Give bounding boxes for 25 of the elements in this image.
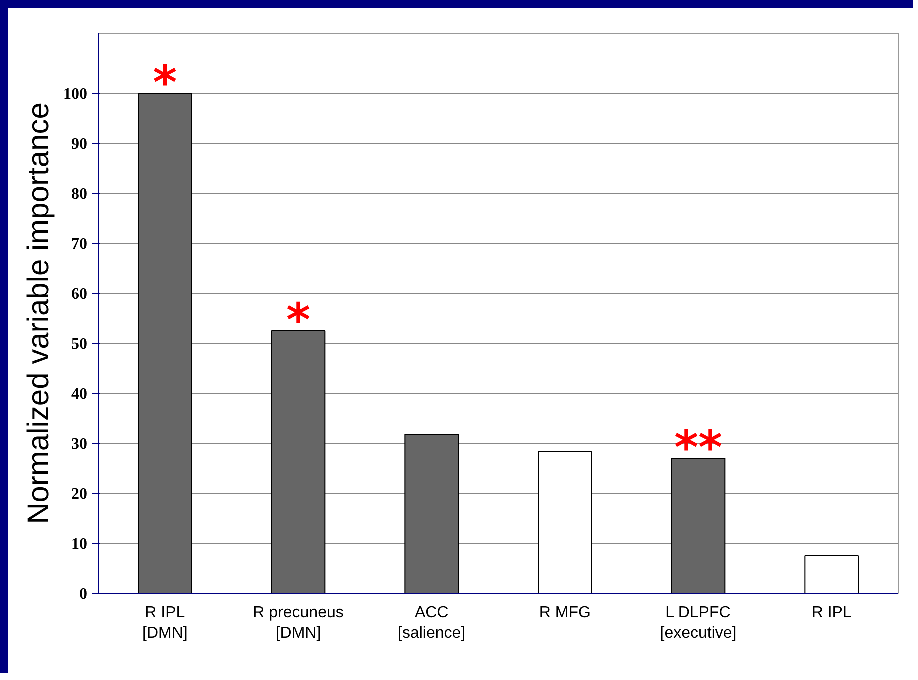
y-tick-label: 0	[80, 586, 88, 603]
x-tick-label: ACC [salience]	[398, 604, 466, 642]
x-tick-label: R IPL [DMN]	[142, 604, 188, 642]
annotation: **	[674, 420, 723, 474]
annotation: *	[153, 56, 178, 110]
x-tick-label: R MFG	[539, 604, 591, 622]
bar	[404, 434, 459, 594]
y-tick-label: 90	[72, 136, 88, 153]
x-tick-label: L DLPFC [executive]	[660, 604, 737, 642]
y-tick-label: 100	[64, 86, 88, 103]
bar	[271, 330, 326, 594]
y-tick-label: 20	[72, 486, 88, 503]
bar	[138, 93, 192, 594]
y-axis-title: Normalized variable importance	[22, 102, 56, 524]
x-tick-label: R IPL	[812, 604, 852, 622]
y-tick-label: 60	[72, 286, 88, 303]
y-tick-label: 50	[72, 336, 88, 353]
y-tick-label: 70	[72, 236, 88, 253]
annotation: *	[286, 293, 311, 347]
x-tick-label: R precuneus [DMN]	[253, 604, 344, 642]
bar	[671, 458, 726, 594]
y-tick-label: 40	[72, 386, 88, 403]
y-tick-label: 10	[72, 536, 88, 553]
y-tick-label: 30	[72, 436, 88, 453]
y-tick-label: 80	[72, 186, 88, 203]
